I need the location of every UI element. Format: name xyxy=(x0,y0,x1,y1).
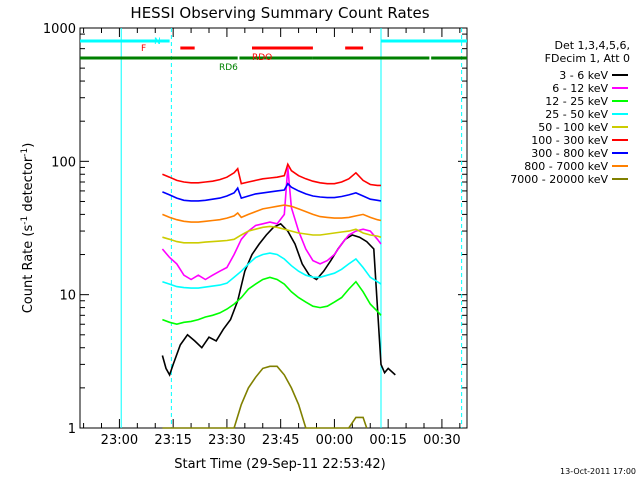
y-tick-label: 1 xyxy=(68,422,76,437)
series-line xyxy=(161,222,396,377)
legend-entry-label: 800 - 7000 keV xyxy=(524,160,608,173)
flag-bar-label: RDO xyxy=(252,53,272,63)
flag-bars-group: NF RDO RD6 xyxy=(80,37,467,73)
legend-entry-label: 50 - 100 keV xyxy=(538,121,608,134)
y-axis-label-mid: detector xyxy=(21,156,36,216)
x-tick-label: 23:30 xyxy=(208,433,245,448)
plot-frame xyxy=(79,27,468,429)
series-line xyxy=(162,252,382,289)
series-line xyxy=(161,167,382,281)
series-line xyxy=(162,365,368,429)
flag-bar-label: N xyxy=(154,37,161,47)
series-line xyxy=(162,162,381,187)
x-tick-label: 23:45 xyxy=(262,433,299,448)
y-axis-label-exp2: -1 xyxy=(20,148,30,157)
footer-timestamp: 13-Oct-2011 17:00 xyxy=(560,467,636,476)
flag-bar-label: F xyxy=(141,44,146,54)
legend: Det 1,3,4,5,6, FDecim 1, Att 0 3 - 6 keV… xyxy=(510,39,630,186)
y-axis-label: Count Rate (s-1 detector-1) xyxy=(20,143,36,314)
legend-header-line-2: FDecim 1, Att 0 xyxy=(545,52,630,65)
y-axis-label-main: Count Rate (s xyxy=(21,225,36,314)
x-tick-label: 00:00 xyxy=(316,433,353,448)
legend-header-line-1: Det 1,3,4,5,6, xyxy=(554,39,630,52)
x-tick-label: 23:00 xyxy=(101,433,138,448)
x-axis-label: Start Time (29-Sep-11 22:53:42) xyxy=(174,457,385,472)
x-tick-label: 23:15 xyxy=(154,433,191,448)
y-axis-label-exp1: -1 xyxy=(20,216,30,225)
axes-group: 1 10 100 1000 23:00 23:15 23:30 23:45 00:00 00:15… xyxy=(43,22,468,448)
legend-entry-label: 100 - 300 keV xyxy=(531,134,608,147)
x-tick-label: 00:15 xyxy=(369,433,406,448)
legend-entry-label: 25 - 50 keV xyxy=(545,108,608,121)
y-tick-label: 10 xyxy=(59,289,76,304)
series-line xyxy=(162,204,382,223)
legend-entry-label: 300 - 800 keV xyxy=(531,147,608,160)
legend-entry-label: 6 - 12 keV xyxy=(552,82,608,95)
legend-entry-label: 3 - 6 keV xyxy=(559,69,608,82)
legend-entry-label: 12 - 25 keV xyxy=(545,95,608,108)
series-line xyxy=(162,225,382,244)
y-tick-label: 100 xyxy=(51,155,76,170)
flag-bar-label: RD6 xyxy=(219,63,238,73)
y-tick-label: 1000 xyxy=(43,22,76,37)
chart-title: HESSI Observing Summary Count Rates xyxy=(130,4,429,22)
y-axis-label-end: ) xyxy=(21,143,36,148)
series-line xyxy=(162,276,382,326)
legend-entry-label: 7000 - 20000 keV xyxy=(510,173,608,186)
series-line xyxy=(162,182,382,202)
series-group xyxy=(161,162,396,429)
x-tick-label: 00:30 xyxy=(423,433,460,448)
